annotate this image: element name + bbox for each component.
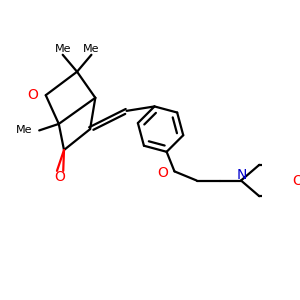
- Text: O: O: [28, 88, 38, 102]
- Text: Me: Me: [15, 125, 32, 135]
- Text: N: N: [237, 168, 247, 182]
- Text: Me: Me: [83, 44, 100, 54]
- Text: O: O: [292, 173, 300, 188]
- Text: O: O: [55, 170, 65, 184]
- Text: Me: Me: [55, 44, 71, 54]
- Text: O: O: [157, 166, 168, 180]
